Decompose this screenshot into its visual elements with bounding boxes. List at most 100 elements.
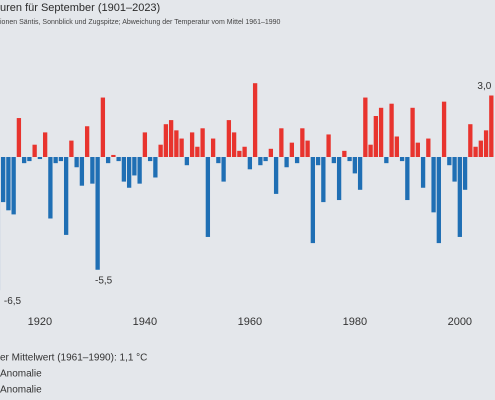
bar [368,144,373,157]
bar [32,144,37,157]
legend-text: Anomalie [0,369,42,380]
bar [405,157,410,201]
annotation: -5,5 [95,275,113,286]
x-tick-label: 1960 [238,316,262,328]
bar [310,157,316,244]
x-tick-label: 1920 [28,316,52,328]
bar [331,157,337,164]
chart-title: uren für September (1901–2023) [0,2,160,14]
bar [69,140,74,157]
bar [11,157,16,215]
bar [252,83,258,157]
bar [305,140,310,157]
bar [441,101,447,157]
bar [462,157,468,190]
bar [216,157,221,164]
bar [279,128,284,157]
bar [63,157,69,235]
bar [48,157,53,219]
bar [289,142,295,157]
bar [74,157,79,168]
bar [242,146,247,157]
bar [357,157,363,190]
bar [389,103,394,157]
bar [436,157,441,244]
bar [226,120,232,157]
bar [189,132,195,157]
bar [384,157,389,164]
legend-text: Anomalie [0,385,42,396]
bar [294,157,300,164]
bar [21,157,27,164]
bar [100,97,106,157]
x-tick-label: 2000 [448,316,472,328]
bar [300,128,305,157]
bar [137,157,142,184]
bar [457,157,462,237]
bar [478,140,483,157]
bar [153,157,158,178]
bar [468,124,473,157]
bar [205,157,211,237]
bar [105,157,111,164]
bar [263,157,268,162]
bar [95,157,100,270]
bar [111,154,116,157]
bar [420,157,426,188]
bar [410,107,415,157]
bar [447,157,452,166]
bar [174,130,179,157]
bar [363,97,368,157]
bar [342,150,347,157]
bar [84,126,90,157]
bar [58,157,64,162]
bar [126,157,132,188]
bar [321,157,326,203]
bar [168,120,174,157]
bar [426,138,431,157]
bar [121,157,127,182]
bar [247,157,253,170]
bar [258,157,263,166]
x-tick-label: 1940 [133,316,157,328]
bar [415,142,420,157]
x-tick-label: 1980 [343,316,367,328]
bar [273,157,279,194]
bar [37,157,43,160]
bar [452,157,457,182]
bar [231,132,237,157]
bar [90,157,95,184]
bar [394,136,399,157]
bar [184,157,190,166]
bar [431,157,436,213]
bar [179,138,184,157]
bar [27,157,32,162]
bar [142,132,148,157]
bar [0,157,6,203]
bar [210,138,216,157]
bar [483,130,489,157]
bar [284,157,289,168]
bar [378,107,384,157]
bar [315,157,321,166]
bar [163,124,169,157]
bar [195,146,200,157]
bar [489,95,494,157]
annotation: 3,0 [477,81,491,92]
chart-subtitle: ionen Säntis, Sonnblick und Zugspitze; A… [0,19,281,26]
bar [6,157,11,211]
bar [373,116,378,157]
annotation: -6,5 [4,296,22,307]
bar [326,134,331,157]
bar [352,157,357,174]
bar [16,118,22,157]
bar [53,157,58,164]
bar [473,146,478,157]
bar [200,128,205,157]
bar [268,148,274,157]
bar [221,157,226,182]
bar [116,157,121,162]
bar [79,157,85,186]
bar [158,144,163,157]
